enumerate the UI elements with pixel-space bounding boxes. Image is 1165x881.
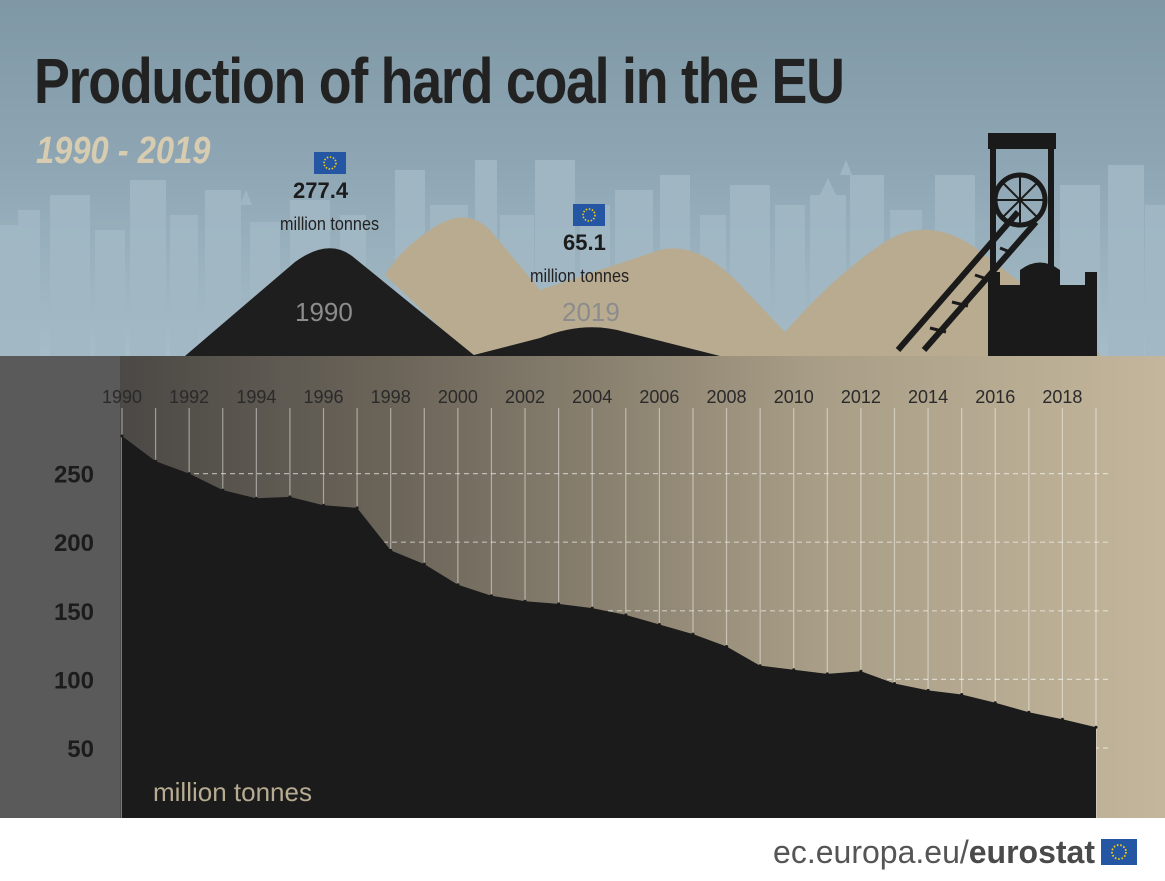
peak-unit-1990: million tonnes: [280, 214, 380, 234]
data-point: [859, 669, 863, 673]
x-tick-label: 2008: [707, 387, 747, 407]
data-point: [187, 472, 191, 476]
eu-flag-icon: [1101, 839, 1137, 865]
y-tick-label: 150: [54, 599, 94, 626]
y-tick-label: 100: [54, 667, 94, 694]
x-tick-label: 1996: [303, 387, 343, 407]
y-tick-label: 50: [67, 736, 94, 763]
x-tick-label: 2002: [505, 387, 545, 407]
data-point: [590, 606, 594, 610]
data-point: [758, 664, 762, 668]
page-subtitle: 1990 - 2019: [36, 130, 211, 172]
peak-value-1990: 277.4: [293, 178, 349, 203]
coal-heap-2019: [470, 327, 720, 356]
data-point: [422, 562, 426, 566]
city-skyline-silhouette: [0, 133, 1165, 356]
footer: ec.europa.eu/eurostat: [0, 818, 1165, 881]
y-axis: 50 100 150 200 250: [54, 462, 94, 763]
area-layer: [122, 436, 1096, 818]
data-point: [523, 599, 527, 603]
header-scene: Production of hard coal in the EU 1990 -…: [0, 0, 1165, 356]
data-point: [893, 682, 896, 685]
eu-flag-icon: [573, 204, 605, 226]
peak-year-1990: 1990: [295, 297, 353, 327]
peak-year-2019: 2019: [562, 297, 620, 327]
data-point: [489, 594, 493, 598]
unit-label: million tonnes: [153, 777, 312, 807]
data-point: [389, 548, 393, 552]
data-point: [624, 613, 628, 617]
data-point: [557, 602, 561, 606]
x-tick-label: 1998: [371, 387, 411, 407]
x-tick-label: 2012: [841, 387, 881, 407]
x-tick-label: 2000: [438, 387, 478, 407]
coal-heap-1990: [185, 248, 475, 356]
data-point: [254, 496, 258, 500]
x-tick-label: 1990: [102, 387, 142, 407]
data-point: [1094, 725, 1098, 729]
data-points: [120, 434, 1098, 729]
data-point: [960, 693, 964, 696]
data-point: [825, 672, 829, 676]
footer-source: ec.europa.eu/eurostat: [773, 834, 1095, 871]
peak-value-2019: 65.1: [563, 230, 606, 255]
data-point: [926, 688, 930, 692]
data-point: [993, 701, 997, 705]
data-point: [1060, 717, 1064, 721]
data-point: [120, 434, 124, 438]
x-tick-label: 1992: [169, 387, 209, 407]
mine-headframe-icon: [895, 133, 1097, 356]
data-point: [456, 583, 460, 587]
x-tick-label: 1994: [236, 387, 276, 407]
area-series: [122, 436, 1096, 818]
data-point: [154, 459, 158, 463]
data-point: [288, 495, 292, 499]
x-tick-label: 2004: [572, 387, 612, 407]
data-point: [221, 488, 225, 492]
x-tick-label: 2010: [774, 387, 814, 407]
y-tick-label: 200: [54, 530, 94, 557]
x-tick-label: 2018: [1042, 387, 1082, 407]
y-axis-band: [0, 356, 120, 818]
data-point: [322, 503, 325, 507]
x-axis: 1990 1992 1994 1996 1998 2000 2002 2004 2006 2008…: [102, 387, 1082, 407]
eu-flag-icon: [314, 152, 346, 174]
data-point: [1027, 710, 1031, 714]
coal-production-chart: 1990 1992 1994 1996 1998 2000 2002 2004 2006 2008…: [0, 356, 1165, 818]
footer-domain: ec.europa.eu/: [773, 834, 969, 870]
page-title: Production of hard coal in the EU: [34, 45, 845, 117]
x-tick-label: 2006: [639, 387, 679, 407]
data-point: [691, 632, 695, 636]
x-tick-label: 2014: [908, 387, 948, 407]
data-point: [792, 668, 796, 672]
x-tick-label: 2016: [975, 387, 1015, 407]
footer-brand: eurostat: [968, 834, 1095, 870]
data-point: [657, 623, 661, 626]
peak-unit-2019: million tonnes: [530, 266, 630, 286]
y-tick-label: 250: [54, 462, 94, 489]
data-point: [725, 645, 729, 648]
data-point: [355, 506, 359, 510]
